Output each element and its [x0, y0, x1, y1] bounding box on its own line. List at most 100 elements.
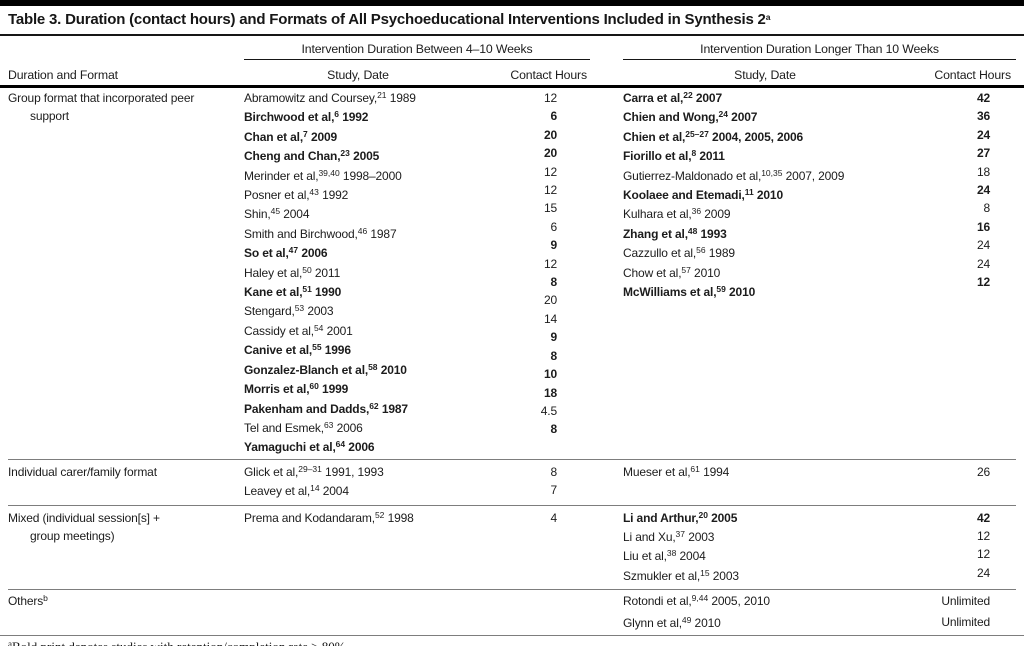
hours-column-right: Unlimited Unlimited — [855, 591, 1016, 635]
study-date-cell: Cazzullo et al,56 1989 — [623, 245, 735, 261]
section-label-line: Othersb — [8, 593, 48, 609]
citation-superscript: 45 — [270, 206, 281, 217]
contact-hours-cell: 16 — [976, 219, 990, 234]
study-column-right: Li and Arthur,20 2005 Li and Xu,37 2003 Li… — [623, 509, 855, 587]
contact-hours-cell: 6 — [550, 109, 557, 124]
study-date-cell: McWilliams et al,59 2010 — [623, 284, 756, 300]
contact-hours-cell: 12 — [976, 547, 990, 562]
contact-hours-cell: 9 — [550, 238, 557, 253]
sub-header-row: Duration and Format Study, Date Contact … — [8, 60, 1016, 85]
hours-column-left: 12 6 20 20 12 12 15 6 9 12 8 20 14 9 8 10 18 4.5 8 — [472, 89, 590, 458]
label-superscript: b — [43, 593, 48, 604]
table-title-text: Table 3. Duration (contact hours) and Fo… — [8, 11, 766, 28]
section-label-line: group meetings) — [30, 528, 115, 543]
study-date-cell: Cassidy et al,54 2001 — [244, 322, 353, 338]
citation-superscript: 8 — [691, 148, 697, 159]
study-date-cell: Glynn et al,49 2010 — [623, 615, 721, 631]
contact-hours-cell: 12 — [543, 183, 557, 198]
study-column-right: Mueser et al,61 1994 — [623, 463, 855, 502]
citation-superscript: 56 — [696, 245, 706, 256]
study-column-right: Rotondi et al,9,44 2005, 2010 Glynn et al… — [623, 591, 855, 635]
column-header-duration-format: Duration and Format — [8, 68, 118, 82]
hours-column-left: 4 — [472, 509, 590, 587]
study-date-cell: Kane et al,51 1990 — [244, 284, 342, 300]
study-date-cell: Chow et al,57 2010 — [623, 264, 721, 280]
citation-superscript: 21 — [377, 90, 387, 100]
citation-superscript: 25–27 — [685, 128, 709, 139]
contact-hours-cell: 8 — [550, 422, 557, 437]
citation-superscript: 57 — [681, 264, 691, 275]
citation-superscript: 14 — [310, 483, 320, 494]
study-date-cell: Stengard,53 2003 — [244, 303, 334, 319]
citation-superscript: 63 — [323, 419, 334, 430]
study-date-cell: Gutierrez-Maldonado et al,10,35 2007, 20… — [623, 167, 845, 183]
contact-hours-cell: 24 — [976, 256, 990, 271]
citation-superscript: 58 — [368, 361, 378, 372]
study-column-right: Carra et al,22 2007 Chien and Wong,24 200… — [623, 89, 855, 458]
citation-superscript: 55 — [312, 342, 322, 353]
contact-hours-cell: 8 — [550, 464, 557, 479]
column-header-contact-hours-left: Contact Hours — [510, 68, 587, 82]
contact-hours-cell: 26 — [976, 464, 990, 479]
citation-superscript: 24 — [718, 109, 728, 120]
section-label: Individual carer/family format — [8, 463, 244, 502]
contact-hours-cell: 24 — [976, 238, 990, 253]
study-date-cell: Liu et al,38 2004 — [623, 548, 706, 564]
citation-superscript: 64 — [335, 439, 346, 450]
citation-superscript: 15 — [700, 567, 710, 578]
hours-column-right: 42 36 24 27 18 24 8 16 24 24 12 — [855, 89, 1016, 458]
study-date-cell: Koolaee and Etemadi,11 2010 — [623, 187, 783, 203]
study-date-cell: So et al,47 2006 — [244, 245, 328, 261]
study-date-cell: Smith and Birchwood,46 1987 — [244, 225, 397, 241]
citation-superscript: 11 — [744, 187, 754, 198]
study-date-cell: Chien et al,25–27 2004, 2005, 2006 — [623, 128, 804, 144]
table-body: Group format that incorporated peer suppo… — [0, 88, 1024, 635]
study-date-cell: Abramowitz and Coursey,21 1989 — [244, 90, 416, 105]
contact-hours-cell: 12 — [976, 275, 990, 290]
citation-superscript: 22 — [683, 90, 693, 100]
column-group-longer-10-weeks: Intervention Duration Longer Than 10 Wee… — [623, 42, 1016, 60]
study-date-cell: Prema and Kodandaram,52 1998 — [244, 509, 414, 525]
table-section: Group format that incorporated peer suppo… — [8, 88, 1016, 459]
table-header: Intervention Duration Between 4–10 Weeks… — [0, 36, 1024, 85]
study-date-cell: Zhang et al,48 1993 — [623, 225, 727, 241]
citation-superscript: 48 — [687, 225, 698, 236]
contact-hours-cell: 12 — [543, 164, 557, 179]
contact-hours-cell: 10 — [543, 367, 557, 382]
contact-hours-cell: 24 — [976, 565, 990, 580]
contact-hours-cell: 8 — [983, 201, 990, 216]
hours-column-left — [472, 591, 590, 635]
title-rule — [0, 34, 1024, 36]
section-label: Group format that incorporated peer suppo… — [8, 89, 244, 458]
study-column-left: Glick et al,29–31 1991, 1993 Leavey et al… — [244, 463, 472, 502]
contact-hours-cell: 4.5 — [540, 403, 557, 418]
top-border-bar — [0, 0, 1024, 6]
contact-hours-cell: 12 — [976, 528, 990, 543]
study-date-cell: Fiorillo et al,8 2011 — [623, 148, 725, 164]
column-gap — [590, 591, 623, 635]
contact-hours-cell: 42 — [976, 91, 990, 105]
contact-hours-cell: Unlimited — [941, 615, 990, 630]
contact-hours-cell: 20 — [543, 293, 557, 308]
study-column-left: Prema and Kodandaram,52 1998 — [244, 509, 472, 587]
study-date-cell: Canive et al,55 1996 — [244, 342, 351, 358]
study-date-cell: Haley et al,50 2011 — [244, 264, 341, 280]
study-date-cell: Tel and Esmek,63 2006 — [244, 419, 363, 435]
contact-hours-cell: 18 — [976, 164, 990, 179]
table-section: Mixed (individual session[s] + group meet… — [8, 504, 1016, 590]
citation-superscript: 47 — [288, 245, 299, 256]
study-date-cell: Posner et al,43 1992 — [244, 187, 349, 203]
header-rule — [0, 85, 1024, 88]
citation-superscript: 38 — [666, 548, 677, 559]
citation-superscript: 61 — [690, 463, 700, 474]
column-gap — [590, 463, 623, 502]
contact-hours-cell: 14 — [543, 311, 557, 326]
citation-superscript: 43 — [309, 187, 319, 198]
contact-hours-cell: 18 — [543, 385, 557, 400]
contact-hours-cell: 12 — [543, 91, 557, 105]
citation-superscript: 39,40 — [318, 167, 340, 178]
study-date-cell: Li and Xu,37 2003 — [623, 528, 715, 544]
citation-superscript: 51 — [302, 284, 312, 295]
contact-hours-cell: 9 — [550, 330, 557, 345]
